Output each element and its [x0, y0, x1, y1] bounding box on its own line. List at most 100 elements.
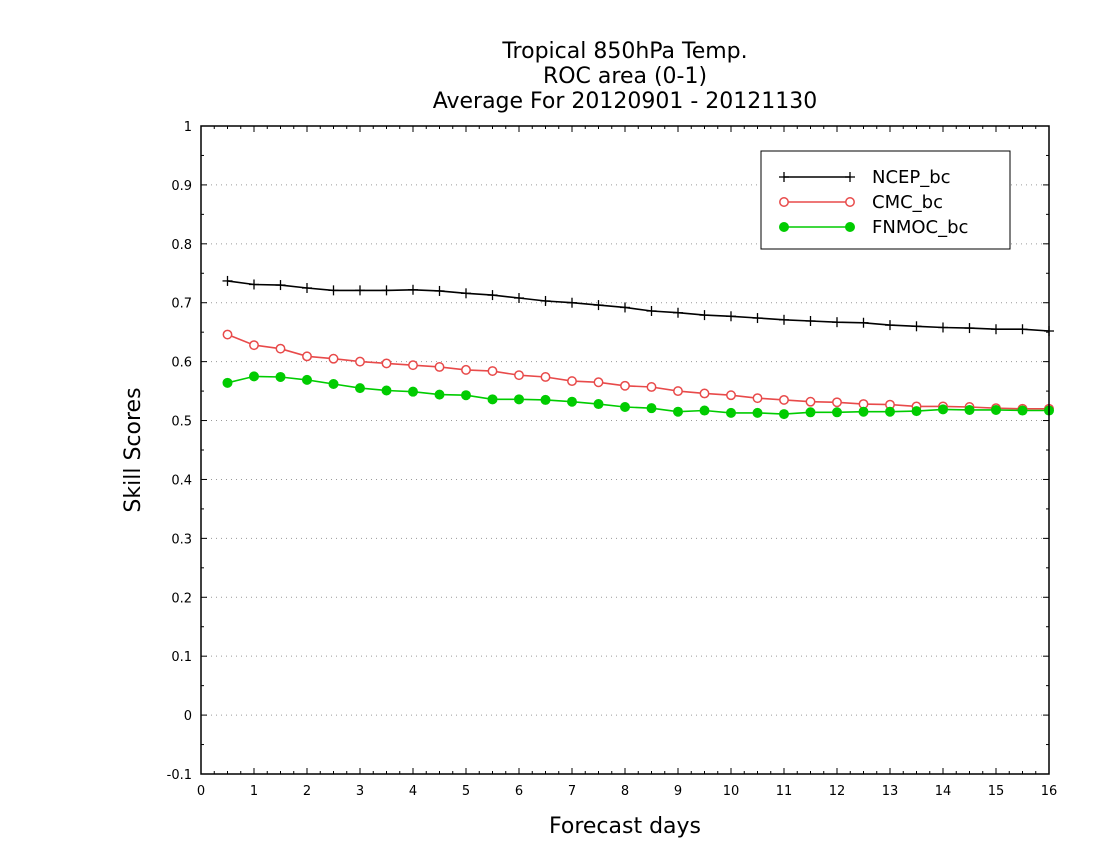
x-tick-label: 10 — [723, 784, 740, 799]
x-tick-label: 2 — [303, 784, 311, 799]
y-tick-label: 0.3 — [171, 532, 192, 547]
x-tick-label: 8 — [621, 784, 629, 799]
data-point-fnmoc-bc — [991, 404, 1001, 415]
data-point-cmc-bc — [567, 376, 577, 387]
data-point-ncep-bc — [408, 284, 418, 295]
legend-item-ncep-bc: NCEP_bc — [779, 167, 951, 188]
legend-marker-fnmoc-bc — [779, 222, 789, 232]
data-point-ncep-bc — [911, 321, 922, 332]
chart-title-line-1: Tropical 850hPa Temp. — [501, 39, 747, 64]
data-point-ncep-bc — [858, 317, 869, 328]
data-point-fnmoc-bc — [964, 404, 975, 415]
data-point-ncep-bc — [964, 323, 975, 334]
data-point-ncep-bc — [434, 285, 445, 296]
x-tick-label: 14 — [935, 784, 952, 799]
x-tick-label: 4 — [409, 784, 417, 799]
x-tick-label: 16 — [1041, 784, 1058, 799]
data-point-fnmoc-bc — [593, 399, 604, 410]
data-point-fnmoc-bc — [911, 406, 922, 417]
data-point-fnmoc-bc — [275, 371, 286, 382]
data-point-ncep-bc — [381, 285, 392, 296]
data-point-cmc-bc — [593, 377, 604, 388]
x-tick-label: 0 — [197, 784, 205, 799]
data-point-fnmoc-bc — [646, 403, 657, 414]
y-tick-label: 0.8 — [171, 238, 192, 253]
data-point-fnmoc-bc — [222, 377, 233, 388]
data-point-fnmoc-bc — [938, 404, 948, 415]
data-point-cmc-bc — [408, 360, 418, 371]
data-point-cmc-bc — [620, 380, 630, 391]
series-line-ncep-bc — [227, 280, 1050, 332]
legend-marker-fnmoc-bc — [845, 222, 855, 232]
y-tick-label: 0.5 — [171, 415, 192, 430]
legend-marker-cmc-bc — [779, 197, 789, 207]
data-point-fnmoc-bc — [461, 390, 471, 401]
data-point-ncep-bc — [487, 290, 498, 301]
data-point-fnmoc-bc — [434, 389, 445, 400]
data-point-ncep-bc — [885, 320, 895, 331]
data-point-cmc-bc — [540, 372, 551, 382]
data-point-fnmoc-bc — [752, 407, 763, 418]
data-point-cmc-bc — [355, 356, 365, 367]
data-point-fnmoc-bc — [885, 406, 895, 417]
data-point-fnmoc-bc — [514, 394, 524, 405]
y-axis-title: Skill Scores — [121, 387, 146, 512]
data-point-ncep-bc — [620, 302, 630, 313]
y-tick-label: 0.1 — [171, 650, 192, 665]
x-tick-label: 11 — [776, 784, 793, 799]
data-point-cmc-bc — [832, 397, 842, 408]
legend-marker-cmc-bc — [845, 197, 855, 207]
y-tick-label: 1 — [184, 120, 192, 135]
data-point-ncep-bc — [752, 313, 763, 324]
data-point-fnmoc-bc — [1017, 405, 1028, 416]
series-fnmoc-bc — [222, 371, 1054, 420]
x-tick-label: 1 — [250, 784, 258, 799]
data-point-ncep-bc — [328, 285, 339, 296]
data-point-cmc-bc — [461, 364, 471, 375]
data-point-ncep-bc — [673, 307, 683, 318]
y-tick-label: 0.7 — [171, 297, 192, 312]
data-point-cmc-bc — [302, 351, 312, 362]
y-tick-label: 0.6 — [171, 356, 192, 371]
data-point-ncep-bc — [805, 315, 816, 326]
data-point-ncep-bc — [832, 317, 842, 328]
data-point-cmc-bc — [275, 343, 286, 354]
series-line-cmc-bc — [227, 333, 1049, 410]
data-point-fnmoc-bc — [805, 407, 816, 418]
data-point-ncep-bc — [779, 314, 789, 325]
legend-marker-ncep-bc — [779, 172, 789, 182]
data-point-cmc-bc — [381, 358, 392, 369]
data-point-cmc-bc — [699, 388, 710, 399]
data-point-ncep-bc — [593, 300, 604, 311]
data-point-ncep-bc — [461, 288, 471, 299]
x-tick-label: 15 — [988, 784, 1005, 799]
data-point-cmc-bc — [726, 390, 736, 401]
data-point-cmc-bc — [222, 329, 233, 340]
data-point-cmc-bc — [646, 382, 657, 392]
data-point-cmc-bc — [434, 361, 445, 372]
legend-box — [760, 150, 1011, 250]
data-point-fnmoc-bc — [726, 407, 736, 418]
x-tick-label: 3 — [356, 784, 364, 799]
data-point-fnmoc-bc — [832, 407, 842, 418]
data-point-ncep-bc — [991, 324, 1001, 335]
y-tick-label: 0.9 — [171, 179, 192, 194]
series-layer — [222, 275, 1054, 420]
y-tick-label: 0 — [184, 709, 192, 724]
y-axis-ticks: -0.1 0 0.1 0.2 0.3 0.4 0.5 0.6 0.7 0.8 0.9 1 — [167, 120, 1049, 783]
legend-label-cmc-bc: CMC_bc — [872, 192, 943, 213]
data-point-cmc-bc — [487, 366, 498, 377]
data-point-fnmoc-bc — [673, 406, 683, 417]
chart-title-line-3: Average For 20120901 - 20121130 — [433, 89, 818, 114]
x-tick-label: 6 — [515, 784, 523, 799]
grid-lines — [201, 184, 1049, 716]
data-point-ncep-bc — [567, 297, 577, 308]
data-point-cmc-bc — [328, 353, 339, 364]
data-point-fnmoc-bc — [620, 401, 630, 412]
x-axis-title: Forecast days — [549, 814, 701, 839]
data-point-cmc-bc — [514, 370, 524, 381]
data-point-fnmoc-bc — [249, 371, 259, 382]
chart-title: Tropical 850hPa Temp. ROC area (0-1) Ave… — [433, 39, 818, 114]
data-point-ncep-bc — [514, 293, 524, 304]
legend: NCEP_bc CMC_bc FNMOC_bc — [760, 150, 1011, 250]
